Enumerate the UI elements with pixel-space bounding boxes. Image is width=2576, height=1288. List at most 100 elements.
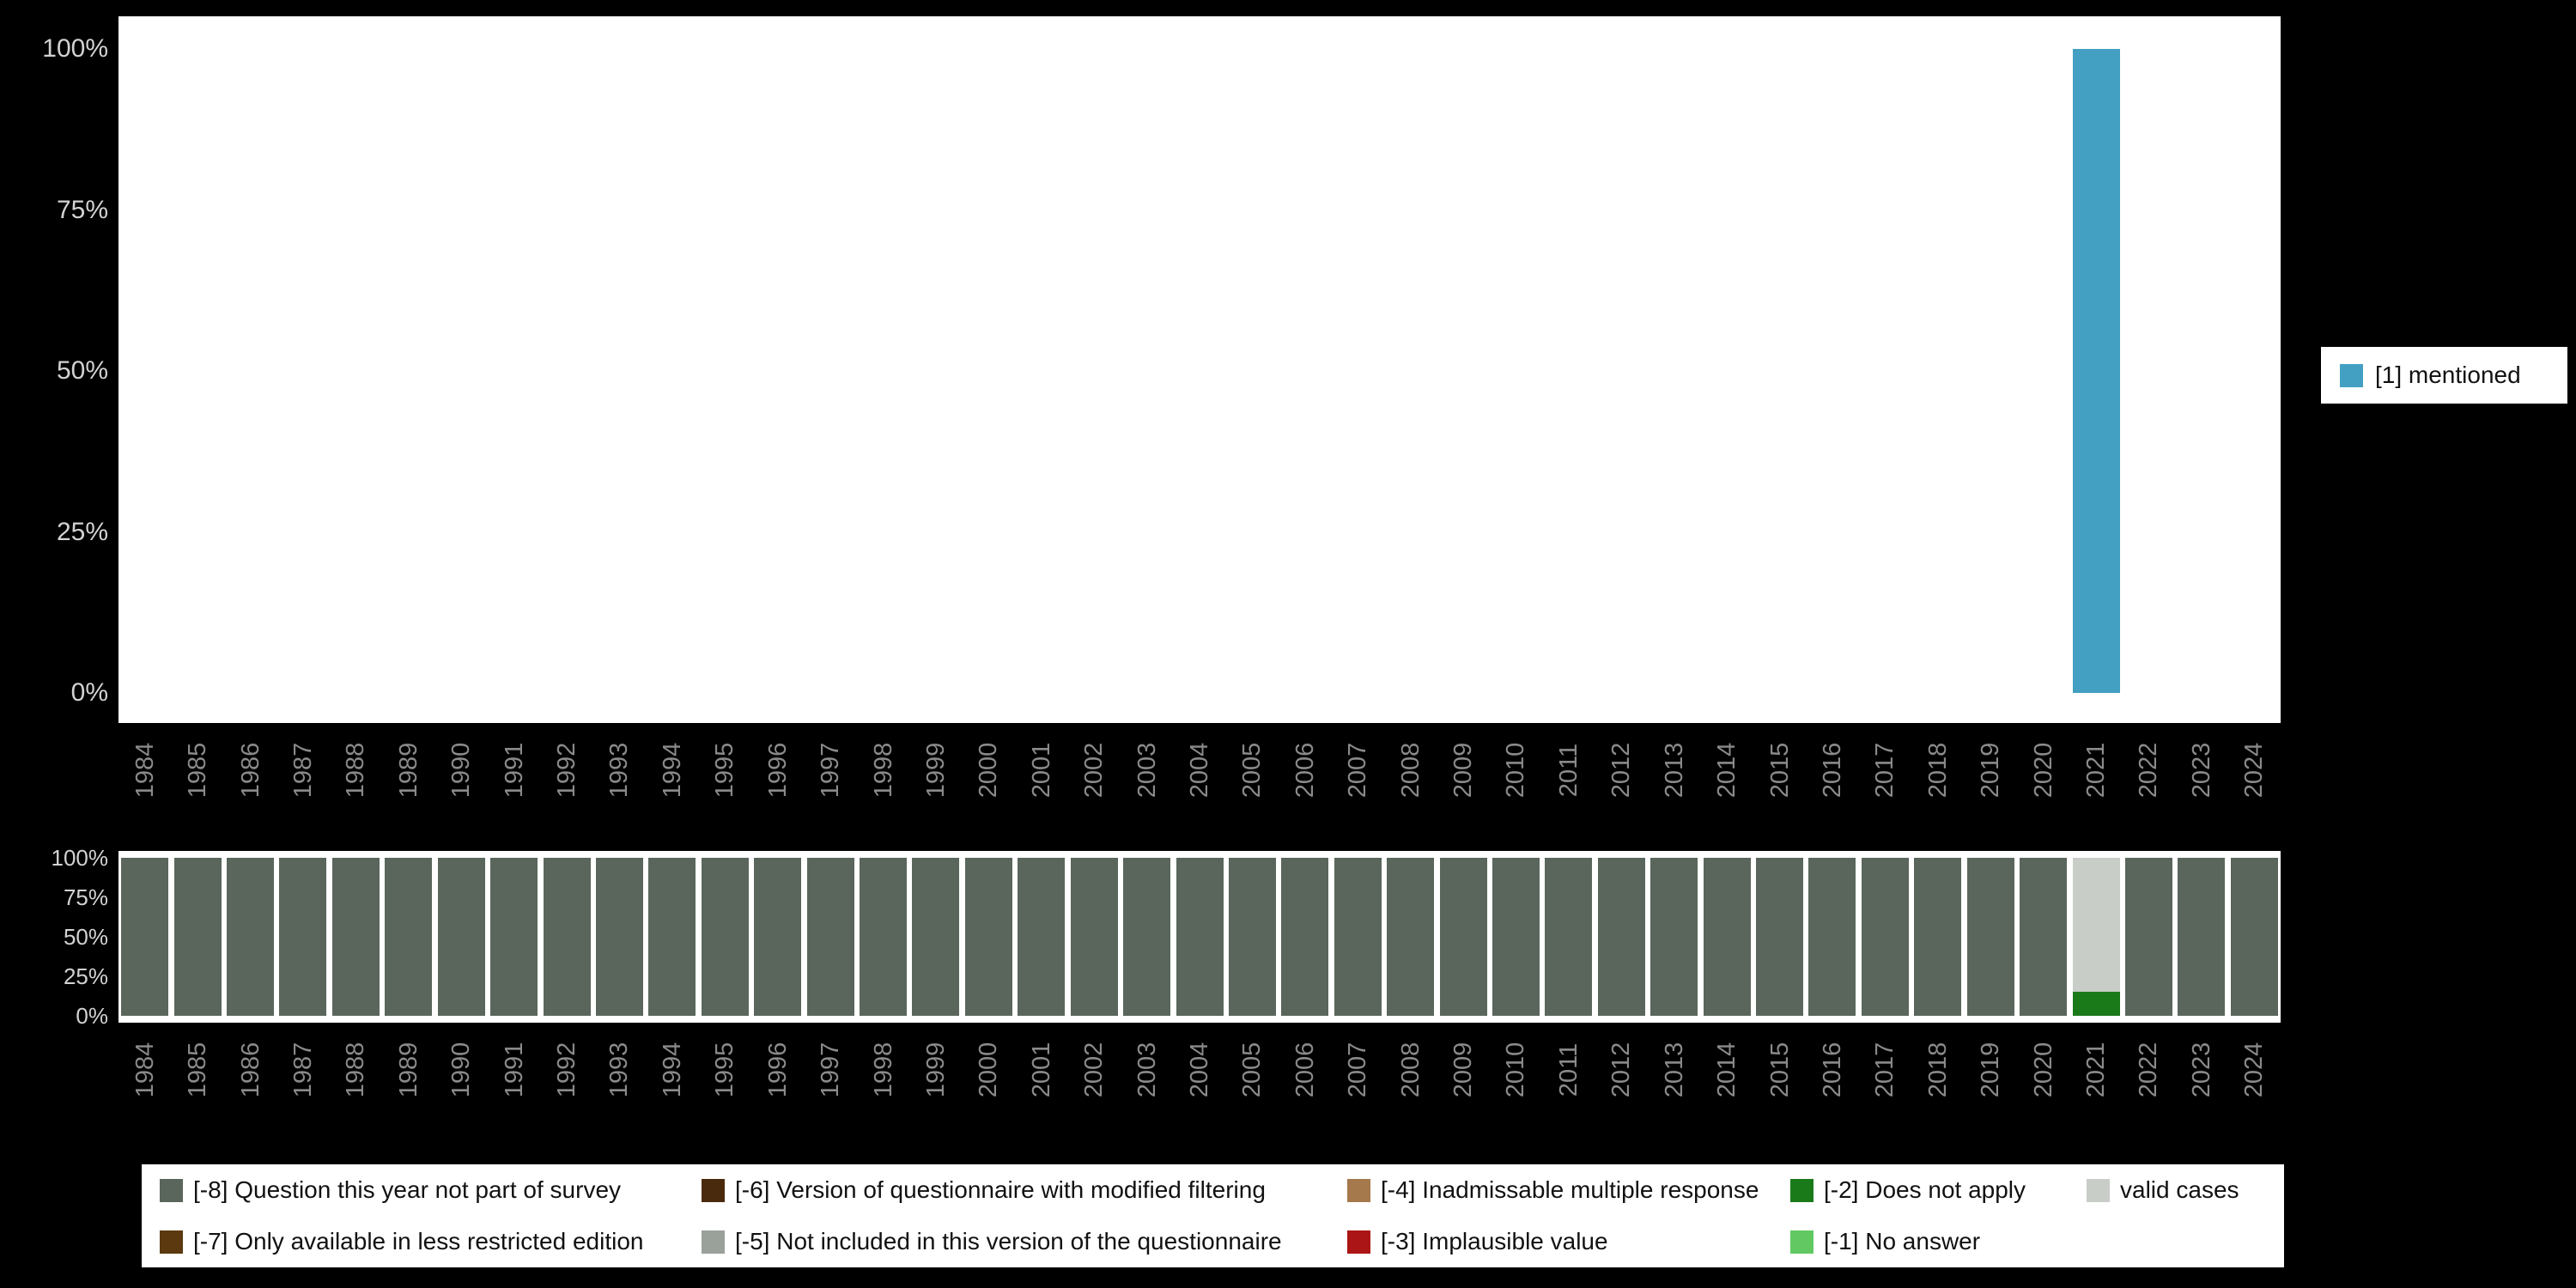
missing-values-by-year-x-tick-label: 2016 bbox=[1819, 1042, 1846, 1098]
frequency-by-year-y-tick-label: 0% bbox=[70, 678, 108, 707]
missing-values-by-year-y-tick-label: 25% bbox=[63, 963, 108, 989]
missing-values-by-year-bar-1994 bbox=[648, 858, 696, 1016]
missing-values-by-year-x-tick-label: 1999 bbox=[922, 1042, 950, 1098]
missing-values-by-year-bar-2013 bbox=[1650, 858, 1698, 1016]
missing-values-by-year-bar-1995 bbox=[702, 858, 749, 1016]
missing-values-by-year-bar-1984 bbox=[121, 858, 168, 1016]
missing-values-by-year-x-tick-label: 1984 bbox=[131, 1042, 159, 1098]
missing-values-by-year-x-tick-label: 1985 bbox=[184, 1042, 211, 1098]
legend-item: [-7] Only available in less restricted e… bbox=[160, 1228, 702, 1255]
legend-swatch bbox=[160, 1178, 183, 1202]
missing-values-by-year-bar-1987 bbox=[279, 858, 326, 1016]
missing-values-by-year-x-tick-label: 1986 bbox=[237, 1042, 264, 1098]
missing-values-by-year-bar-2000 bbox=[965, 858, 1012, 1016]
missing-values-by-year-x-tick-label: 2005 bbox=[1238, 1042, 1266, 1098]
missing-values-by-year-bar-2002 bbox=[1071, 858, 1118, 1016]
missing-values-by-year-bar-2021 bbox=[2073, 858, 2120, 992]
legend-item-label: [-8] Question this year not part of surv… bbox=[193, 1176, 622, 1203]
missing-values-by-year-bar-2012 bbox=[1598, 858, 1645, 1016]
frequency-by-year-y-tick-label: 25% bbox=[56, 518, 108, 546]
legend-item: [-5] Not included in this version of the… bbox=[702, 1228, 1347, 1255]
missing-values-by-year-bar-1999 bbox=[912, 858, 959, 1016]
missing-values-by-year-x-tick-label: 2018 bbox=[1924, 1042, 1952, 1098]
legend-item-label: [-3] Implausible value bbox=[1381, 1228, 1608, 1255]
legend-swatch bbox=[702, 1178, 725, 1202]
missing-values-by-year-bar-2016 bbox=[1808, 858, 1856, 1016]
legend-item: [-8] Question this year not part of surv… bbox=[160, 1176, 702, 1204]
missing-values-by-year-bar-2005 bbox=[1229, 858, 1276, 1016]
legend-item-label: [-7] Only available in less restricted e… bbox=[193, 1228, 644, 1255]
legend-item: [-3] Implausible value bbox=[1347, 1228, 1790, 1255]
missing-values-by-year-bar-1990 bbox=[438, 858, 485, 1016]
legend-swatch bbox=[1347, 1230, 1370, 1254]
missing-values-by-year-bar-2021 bbox=[2073, 992, 2120, 1016]
legend-swatch bbox=[1790, 1230, 1814, 1254]
missing-values-by-year-x-tick-label: 2003 bbox=[1133, 1042, 1161, 1098]
mentioned-legend-label: [1] mentioned bbox=[2375, 361, 2521, 388]
missing-values-by-year-x-tick-label: 1996 bbox=[764, 1042, 792, 1098]
missing-values-by-year-x-tick-label: 2021 bbox=[2082, 1042, 2110, 1098]
missing-values-by-year-bar-2019 bbox=[1967, 858, 2014, 1016]
missing-values-by-year-bar-2014 bbox=[1704, 858, 1751, 1016]
missing-values-by-year-x-tick-label: 1997 bbox=[817, 1042, 844, 1098]
missing-values-by-year-x-tick-label: 1994 bbox=[659, 1042, 686, 1098]
legend-item-label: valid cases bbox=[2120, 1176, 2239, 1203]
missing-values-by-year-x-tick-label: 1988 bbox=[342, 1042, 369, 1098]
missing-values-by-year-plot-area bbox=[118, 851, 2281, 1023]
missing-values-by-year-y-tick-label: 50% bbox=[63, 924, 108, 950]
missing-values-by-year-bar-1996 bbox=[754, 858, 801, 1016]
frequency-by-year-bar-2021 bbox=[2073, 49, 2120, 693]
missing-values-by-year-bar-2008 bbox=[1387, 858, 1434, 1016]
missing-values-by-year-x-tick-label: 2013 bbox=[1661, 1042, 1688, 1098]
missing-values-by-year-bar-2011 bbox=[1545, 858, 1592, 1016]
missing-values-by-year-bar-2017 bbox=[1862, 858, 1909, 1016]
missing-values-by-year-x-tick-label: 2014 bbox=[1713, 1042, 1741, 1098]
legend-item: [-4] Inadmissable multiple response bbox=[1347, 1176, 1790, 1204]
missing-values-by-year-bar-1985 bbox=[174, 858, 222, 1016]
missing-values-by-year-x-tick-label: 1990 bbox=[447, 1042, 475, 1098]
legend-swatch bbox=[1790, 1178, 1814, 1202]
missing-values-by-year-x-tick-label: 2017 bbox=[1871, 1042, 1899, 1098]
missing-values-by-year-x-tick-label: 2020 bbox=[2030, 1042, 2057, 1098]
missing-values-by-year-bar-1988 bbox=[332, 858, 380, 1016]
legend-swatch bbox=[2087, 1178, 2110, 1202]
frequency-by-year-y-tick-label: 75% bbox=[56, 196, 108, 224]
missing-values-by-year-bar-1989 bbox=[385, 858, 432, 1016]
missing-values-by-year-x-tick-label: 2019 bbox=[1977, 1042, 2004, 1098]
missing-values-by-year-bar-2024 bbox=[2231, 858, 2278, 1016]
missing-values-legend: [-8] Question this year not part of surv… bbox=[142, 1164, 2284, 1267]
missing-values-by-year-x-tick-label: 2015 bbox=[1766, 1042, 1794, 1098]
missing-values-by-year-y-tick-label: 75% bbox=[63, 884, 108, 910]
missing-values-by-year-x-tick-label: 2006 bbox=[1291, 1042, 1319, 1098]
missing-values-by-year-x-tick-label: 2000 bbox=[975, 1042, 1002, 1098]
missing-values-by-year-bar-2023 bbox=[2178, 858, 2225, 1016]
missing-values-by-year-x-tick-label: 2012 bbox=[1607, 1042, 1635, 1098]
legend-item-label: [-5] Not included in this version of the… bbox=[735, 1228, 1282, 1255]
missing-values-by-year-x-tick-label: 1995 bbox=[711, 1042, 738, 1098]
missing-values-by-year-x-tick-label: 1992 bbox=[553, 1042, 580, 1098]
missing-values-by-year-bar-2007 bbox=[1334, 858, 1382, 1016]
legend-swatch bbox=[160, 1230, 183, 1254]
legend-item-label: [-6] Version of questionnaire with modif… bbox=[735, 1176, 1266, 1203]
frequency-legend: [1] mentioned bbox=[2321, 347, 2567, 404]
missing-values-by-year-y-tick-label: 100% bbox=[51, 845, 109, 871]
missing-values-by-year-bar-2015 bbox=[1756, 858, 1803, 1016]
missing-values-by-year-x-tick-label: 2002 bbox=[1080, 1042, 1108, 1098]
missing-values-by-year-x-tick-label: 2023 bbox=[2188, 1042, 2215, 1098]
missing-values-by-year-bar-1997 bbox=[807, 858, 854, 1016]
missing-values-by-year-y-tick-label: 0% bbox=[76, 1003, 108, 1029]
legend-item-label: [-1] No answer bbox=[1824, 1228, 1981, 1255]
legend-swatch bbox=[1347, 1178, 1370, 1202]
missing-values-by-year-x-tick-label: 2009 bbox=[1449, 1042, 1477, 1098]
missing-values-by-year-bar-2018 bbox=[1914, 858, 1961, 1016]
missing-values-by-year-x-tick-label: 2001 bbox=[1028, 1042, 1055, 1098]
missing-values-by-year-x-tick-label: 2004 bbox=[1186, 1042, 1213, 1098]
missing-values-by-year-x-tick-label: 2010 bbox=[1502, 1042, 1529, 1098]
frequency-by-year-y-tick-label: 100% bbox=[42, 34, 108, 63]
missing-values-by-year-bar-2003 bbox=[1123, 858, 1170, 1016]
missing-values-by-year-x-tick-label: 1987 bbox=[289, 1042, 317, 1098]
missing-values-by-year-x-tick-label: 2024 bbox=[2240, 1042, 2268, 1098]
